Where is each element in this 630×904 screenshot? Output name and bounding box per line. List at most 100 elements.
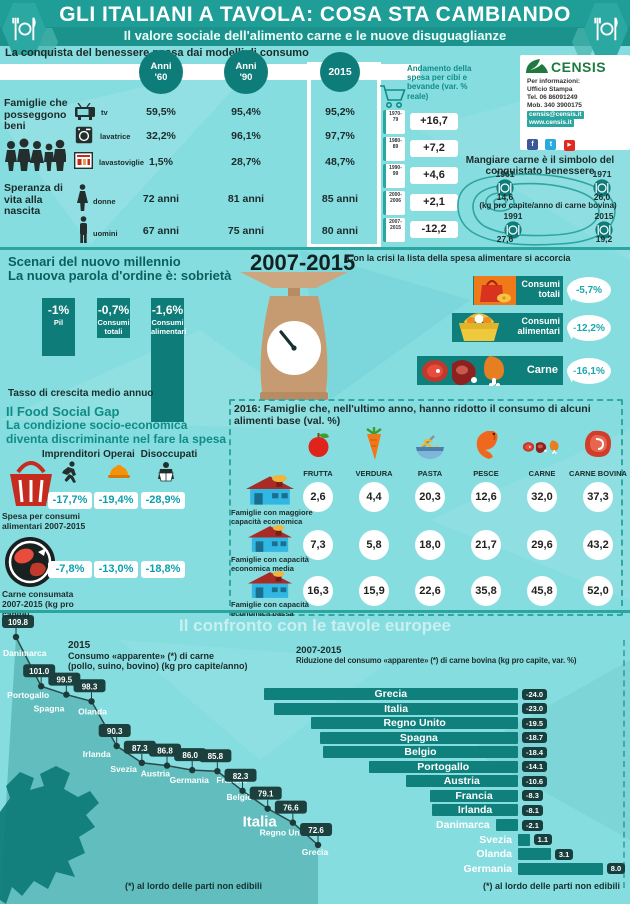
bar-consumi-totali: -0,7% Consumi totali <box>97 298 130 338</box>
gap-title: Il Food Social Gap <box>6 404 120 419</box>
value-tag-label: 99.5 <box>57 676 73 685</box>
period-label: 2007-2015 <box>389 219 402 231</box>
carne-year-1961: 1961 <box>495 169 515 179</box>
shrimp-icon <box>476 431 498 459</box>
famiglia-row2-label: Famiglie con capacità economica media <box>231 555 309 573</box>
censis-website[interactable]: www.censis.it <box>527 118 574 127</box>
val-r3-carne-bovina: 52,0 <box>583 576 613 606</box>
value-tag <box>274 800 307 814</box>
euro-bar-belgio <box>322 746 518 759</box>
cutlery-icon <box>12 17 36 41</box>
calendar-icon: 1980-89 <box>383 137 405 161</box>
euro-bar-italia <box>274 702 518 715</box>
euro-bar-country-label: Svezia <box>479 833 512 846</box>
crisi-title: Con la crisi la lista della spesa alimen… <box>347 253 571 263</box>
euro-bar-value: -18.7 <box>522 732 548 744</box>
gap-spesa-disoccupati: -28,9% <box>141 492 185 509</box>
gap-spesa-imprenditori: -17,7% <box>48 492 92 509</box>
crisi-value-consumi-totali: -5,7% <box>567 277 611 303</box>
value-lavatrice-2015: 97,7% <box>325 130 355 142</box>
businessman-running-icon <box>62 461 76 483</box>
facebook-icon[interactable]: f <box>527 139 538 150</box>
euro-bar-irlanda <box>432 804 518 817</box>
food-label-pasta: PASTA <box>417 469 443 478</box>
country-label: Italia <box>243 814 278 831</box>
line-chart-title-year: 2015 <box>68 640 91 651</box>
youtube-icon[interactable]: ▶ <box>563 140 575 151</box>
group-label-speranza: Speranza di vita alla nascita <box>4 182 63 218</box>
value-tag-label: 90.3 <box>107 727 123 736</box>
social-icons: f t ▶ <box>527 133 578 151</box>
sobrieta-title1: Scenari del nuovo millennio <box>8 254 181 269</box>
value-tag-label: 98.3 <box>82 682 98 691</box>
value-tag <box>300 823 333 836</box>
euro-bar-country-label: Grecia <box>374 688 408 700</box>
row-label-lavastoviglie: lavastoviglie <box>99 158 145 167</box>
value-uomini-2015: 80 anni <box>321 225 359 237</box>
twitter-icon[interactable]: t <box>545 139 557 150</box>
carne-year-2015: 2015 <box>594 211 614 221</box>
basket-icon <box>459 313 499 341</box>
meat-icon <box>422 356 504 386</box>
censis-email[interactable]: censis@censis.it <box>527 110 584 119</box>
section-divider <box>0 610 630 613</box>
europa-title: Il confronto con le tavole europee <box>178 616 452 635</box>
value-tag-label: 87.3 <box>132 744 148 753</box>
value-tag <box>2 615 34 628</box>
value-tag-label: 86.8 <box>157 747 173 756</box>
group-label-beni: Famiglie che posseggono beni <box>4 97 68 133</box>
value-tag <box>23 664 56 678</box>
euro-bar-spagna <box>319 731 518 744</box>
value-tv-90: 95,4% <box>231 106 261 118</box>
crisi-value-consumi-alimentari: -12,2% <box>567 315 611 341</box>
plate-icon <box>595 221 613 239</box>
carne-year-1971: 1971 <box>592 169 612 179</box>
shopping-cart-icon <box>380 85 406 108</box>
sobrieta-title2: La nuova parola d'ordine è: sobrietà <box>8 268 232 283</box>
euro-bar-country-label: Belgio <box>404 746 437 759</box>
euro-bar-value: -14.1 <box>522 761 548 773</box>
euro-bar-country-label: Regno Unito <box>383 717 446 730</box>
bg-polygon <box>470 660 630 840</box>
carne-bovina-icon <box>585 430 611 457</box>
euro-bar-olanda <box>518 848 551 860</box>
kitchen-scale-icon <box>240 272 348 400</box>
euro-bar-country-label: Portogallo <box>417 760 470 773</box>
euro-bar-value: 1.1 <box>533 834 553 845</box>
food-label-pesce: PESCE <box>473 469 499 478</box>
riduzione-2016-panel <box>229 399 623 616</box>
euro-bar-country-label: Olanda <box>476 848 512 860</box>
bar-consumi-totali-label: Consumi totali <box>97 318 130 336</box>
euro-bar-portogallo <box>368 760 518 773</box>
carne-unit: (kg pro capite/anno di carne bovina) <box>479 201 617 210</box>
period-label: 1990-99 <box>389 165 402 177</box>
country-label: Regno Unito <box>260 828 311 838</box>
value-lavatrice-60: 32,2% <box>146 130 176 142</box>
val-r1-carne-bovina: 37,3 <box>583 482 613 512</box>
spesa-trend-title: Andamento della spesa per cibi e bevande… <box>407 64 472 101</box>
country-label: Germania <box>170 775 209 785</box>
bg-polygon <box>0 60 260 245</box>
footnote-left: (*) al lordo delle parti non edibili <box>124 881 262 891</box>
data-point <box>314 841 322 849</box>
crisi-label-consumi-totali: Consumi totali <box>521 279 560 299</box>
data-point <box>214 767 221 775</box>
data-point <box>63 691 70 698</box>
header-subtitle-band <box>0 27 630 46</box>
riduzione-2016-title: 2016: Famiglie che, nell'ultimo anno, ha… <box>234 403 591 428</box>
spesa-value-2000: +2,1 <box>410 194 458 211</box>
red-basket-icon <box>10 461 52 506</box>
euro-bar-country-label: Francia <box>455 789 493 802</box>
carne-value-1961: 14,6 <box>496 192 514 202</box>
gap-col-imprenditori: Imprenditori <box>41 449 101 460</box>
value-tag <box>73 679 106 693</box>
val-r1-pesce: 12,6 <box>471 482 501 512</box>
carne-simbolo-title: Mangiare carne è il simbolo del conquist… <box>465 155 615 177</box>
shopping-bag-icon <box>474 276 516 305</box>
gap-row2-label: Carne consumata 2007-2015 (kg pro capite… <box>2 589 74 619</box>
dashed-edge <box>623 640 625 888</box>
val-r1-frutta: 2,6 <box>303 482 333 512</box>
euro-bar-danimarca <box>495 819 518 831</box>
value-tag <box>249 786 282 800</box>
data-point <box>88 698 95 705</box>
